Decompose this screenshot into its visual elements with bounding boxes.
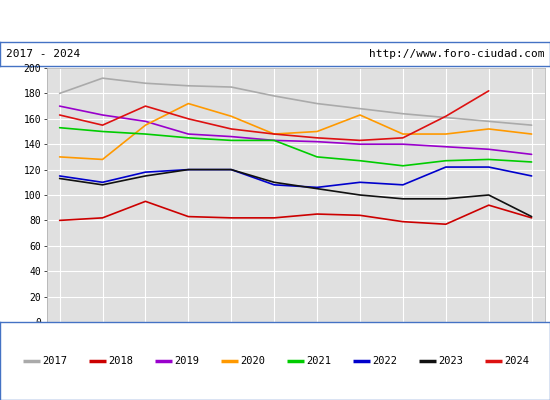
Text: 2023: 2023 — [438, 356, 463, 366]
Text: 2022: 2022 — [372, 356, 397, 366]
Text: 2020: 2020 — [240, 356, 265, 366]
Text: 2021: 2021 — [306, 356, 331, 366]
Text: 2017 - 2024: 2017 - 2024 — [6, 49, 80, 59]
Text: Evolucion del paro registrado en Madrigal de las Altas Torres: Evolucion del paro registrado en Madriga… — [31, 14, 519, 28]
Text: 2019: 2019 — [174, 356, 199, 366]
Text: http://www.foro-ciudad.com: http://www.foro-ciudad.com — [369, 49, 544, 59]
Text: 2024: 2024 — [504, 356, 529, 366]
Text: 2017: 2017 — [42, 356, 67, 366]
Text: 2018: 2018 — [108, 356, 133, 366]
